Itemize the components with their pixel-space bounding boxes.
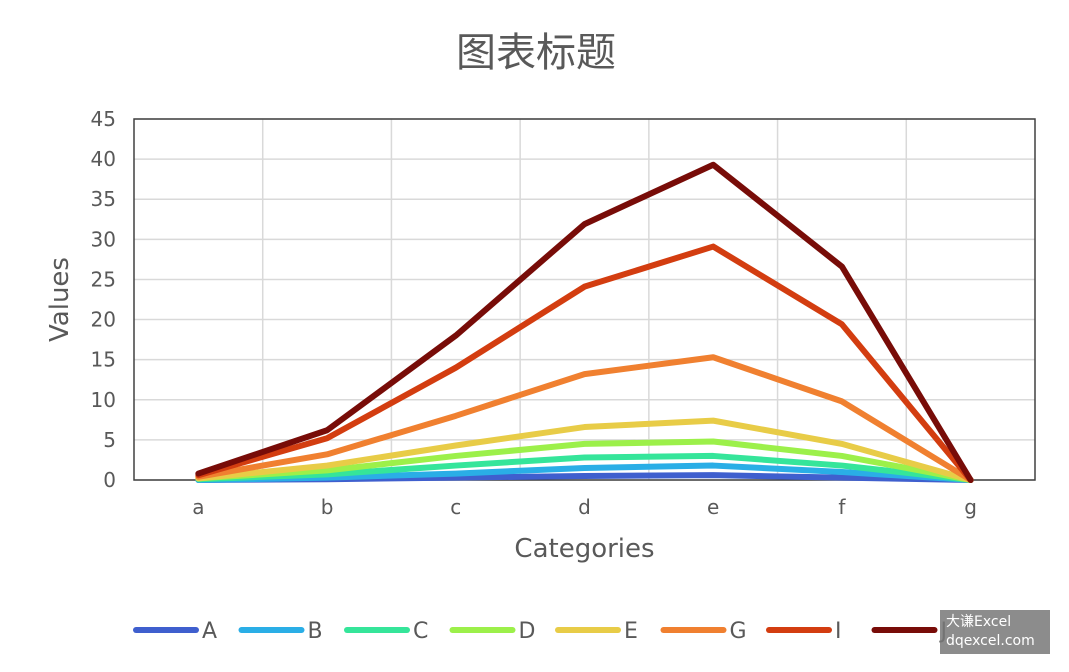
y-tick-label: 30 xyxy=(91,227,116,251)
series-line-I xyxy=(195,243,974,483)
legend-label-D: D xyxy=(519,619,536,644)
series-line-C xyxy=(195,452,974,483)
legend-label-A: A xyxy=(202,619,217,644)
series-line-B xyxy=(195,462,974,483)
series-line-D xyxy=(195,438,974,483)
x-tick-label: c xyxy=(450,495,461,519)
x-axis-title: Categories xyxy=(514,534,654,564)
legend: ABCDEGIJ xyxy=(133,619,947,644)
chart-title: 图表标题 xyxy=(456,30,616,76)
watermark-line-2: dqexcel.com xyxy=(946,633,1035,649)
y-axis-ticks: 0 5 10 15 20 25 30 35 40 45 xyxy=(91,107,116,492)
x-tick-label: b xyxy=(321,495,334,519)
series-line-G xyxy=(195,354,974,483)
y-axis-title: Values xyxy=(45,257,75,342)
plot-border xyxy=(133,118,1036,481)
legend-label-I: I xyxy=(835,619,842,644)
x-tick-label: e xyxy=(707,495,719,519)
x-tick-label: a xyxy=(192,495,204,519)
x-axis-ticks: a b c d e f g xyxy=(192,495,977,519)
series-line-J xyxy=(195,161,974,483)
x-tick-label: g xyxy=(964,495,977,519)
series-line-E xyxy=(195,417,974,483)
legend-label-G: G xyxy=(730,619,747,644)
y-tick-label: 45 xyxy=(91,107,116,131)
legend-label-B: B xyxy=(308,619,323,644)
x-tick-label: f xyxy=(838,495,846,519)
y-tick-label: 0 xyxy=(103,468,116,492)
legend-label-E: E xyxy=(624,619,638,644)
y-tick-label: 5 xyxy=(103,428,116,452)
x-tick-label: d xyxy=(578,495,591,519)
y-tick-label: 35 xyxy=(91,187,116,211)
watermark-line-1: 大谦Excel xyxy=(946,614,1012,630)
y-tick-label: 10 xyxy=(91,388,116,412)
y-tick-label: 25 xyxy=(91,267,116,291)
series-lines xyxy=(195,161,974,483)
y-tick-label: 15 xyxy=(91,348,116,372)
y-tick-label: 20 xyxy=(91,308,116,332)
y-tick-label: 40 xyxy=(91,147,116,171)
grid xyxy=(134,118,1035,481)
legend-label-C: C xyxy=(413,619,428,644)
watermark: 大谦Excel dqexcel.com xyxy=(940,610,1050,654)
